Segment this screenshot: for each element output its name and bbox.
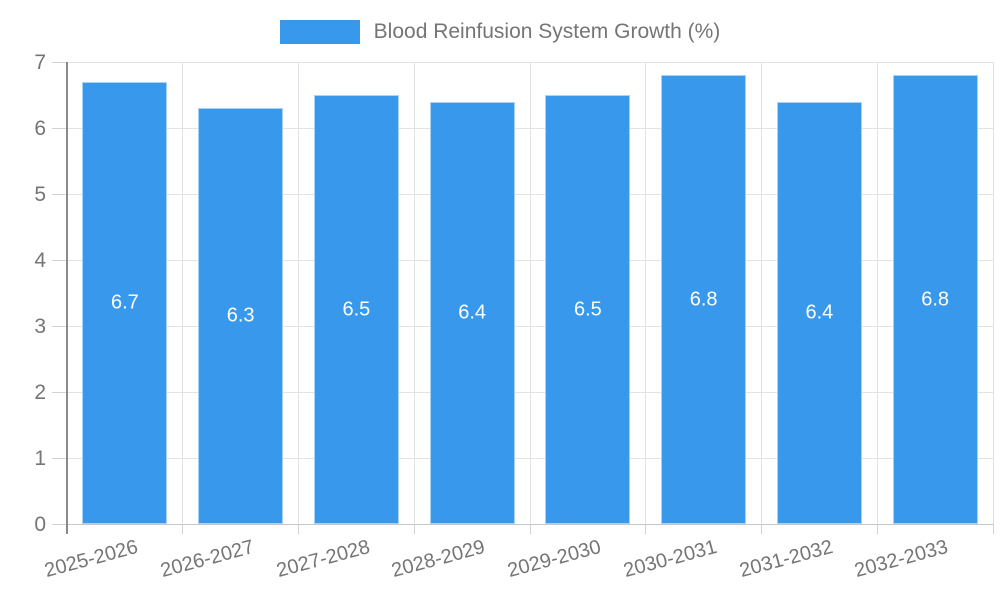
x-tick-mark (645, 524, 647, 534)
y-tick-mark (52, 259, 67, 261)
y-axis-tick-label: 0 (34, 512, 46, 536)
v-gridline (413, 62, 415, 524)
bar[interactable]: 6.8 (661, 75, 747, 524)
v-gridline (298, 62, 299, 524)
legend-label: Blood Reinfusion System Growth (%) (373, 20, 721, 43)
x-axis-category-label: 2031-2032 (736, 536, 836, 583)
x-tick-mark (298, 524, 299, 534)
v-gridline (182, 62, 184, 524)
y-axis-tick-label: 4 (34, 248, 46, 272)
x-tick-mark (876, 524, 878, 534)
v-gridline (529, 62, 531, 524)
y-axis-tick-label: 3 (34, 314, 46, 338)
y-tick-mark (52, 325, 67, 327)
y-axis-tick-label: 7 (34, 50, 46, 74)
y-axis-tick-label: 2 (34, 380, 46, 404)
v-gridline (992, 62, 994, 524)
y-tick-mark (52, 193, 67, 195)
y-tick-mark (52, 127, 67, 129)
y-axis-tick-label: 5 (34, 182, 46, 206)
bar-value-label: 6.4 (458, 301, 487, 324)
x-axis-category-label: 2028-2029 (389, 536, 488, 583)
x-tick-mark (992, 524, 994, 534)
x-axis-category-label: 2030-2031 (621, 536, 720, 583)
x-axis-category-label: 2026-2027 (158, 536, 257, 583)
bar[interactable]: 6.4 (429, 101, 515, 524)
legend[interactable]: Blood Reinfusion System Growth (%) (0, 20, 1000, 44)
x-axis-category-label: 2027-2028 (273, 536, 373, 583)
bar-value-label: 6.5 (573, 298, 602, 320)
y-axis-tick-label: 1 (34, 446, 46, 470)
bar-value-label: 6.5 (342, 298, 371, 320)
bar[interactable]: 6.3 (198, 108, 284, 524)
bar[interactable]: 6.5 (313, 95, 399, 524)
bar-value-label: 6.3 (226, 304, 255, 327)
x-tick-mark (413, 524, 415, 534)
y-tick-mark (52, 457, 67, 459)
bar[interactable]: 6.8 (892, 75, 978, 524)
bar-value-label: 6.8 (689, 288, 718, 311)
x-tick-mark (182, 524, 184, 534)
legend-swatch (279, 20, 360, 44)
bar[interactable]: 6.7 (82, 81, 168, 524)
v-gridline (645, 62, 647, 524)
x-tick-mark (529, 524, 531, 534)
bar-value-label: 6.8 (921, 288, 950, 311)
y-tick-mark (52, 523, 67, 525)
y-tick-mark (52, 61, 67, 63)
y-tick-mark (52, 391, 67, 393)
v-gridline (761, 62, 762, 524)
y-axis-tick-label: 6 (34, 116, 46, 140)
bar-value-label: 6.7 (110, 291, 139, 314)
bar[interactable]: 6.4 (776, 101, 862, 524)
x-tick-mark (761, 524, 762, 534)
plot-area: 6.7 6.3 6.5 6.4 6.5 6.8 6.4 6.8 (67, 61, 994, 525)
x-axis-category-label: 2025-2026 (42, 536, 141, 583)
x-axis-category-label: 2032-2033 (852, 536, 951, 583)
v-gridline (876, 62, 878, 524)
bar[interactable]: 6.5 (545, 95, 631, 524)
y-axis-line (66, 62, 68, 534)
bar-value-label: 6.4 (805, 301, 834, 324)
x-axis-category-label: 2029-2030 (505, 536, 604, 583)
